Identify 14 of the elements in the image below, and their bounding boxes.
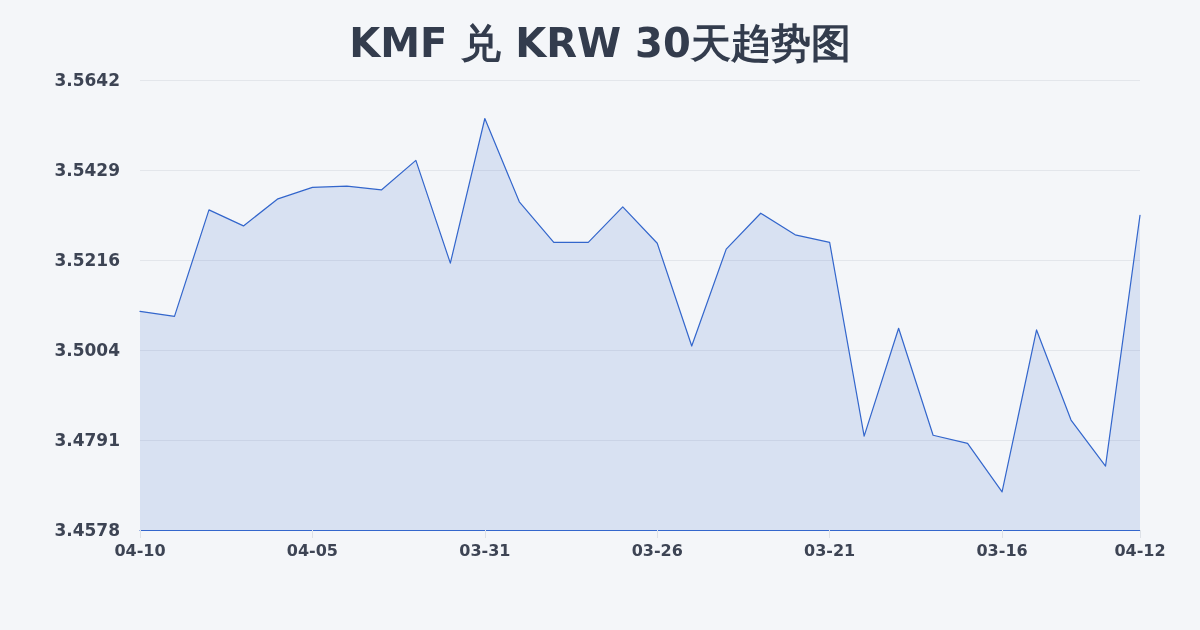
y-tick-label: 3.4791 (54, 429, 120, 450)
y-tick-label: 3.5642 (54, 70, 120, 90)
y-tick-label: 3.5216 (54, 250, 120, 271)
chart-title: KMF 兑 KRW 30天趋势图 (349, 20, 851, 66)
y-tick-label: 3.5004 (54, 339, 121, 360)
x-tick-label: 03-21 (804, 540, 856, 560)
y-tick-label: 3.5429 (54, 160, 120, 181)
y-tick-label: 3.4578 (54, 520, 120, 540)
x-tick-label: 04-05 (286, 540, 338, 560)
x-tick-label: 03-16 (976, 540, 1028, 560)
x-tick-label: 04-12 (1114, 540, 1166, 560)
x-tick-label: 04-10 (114, 540, 166, 560)
x-tick-label: 03-26 (631, 540, 683, 560)
x-tick-label: 03-31 (459, 540, 511, 560)
